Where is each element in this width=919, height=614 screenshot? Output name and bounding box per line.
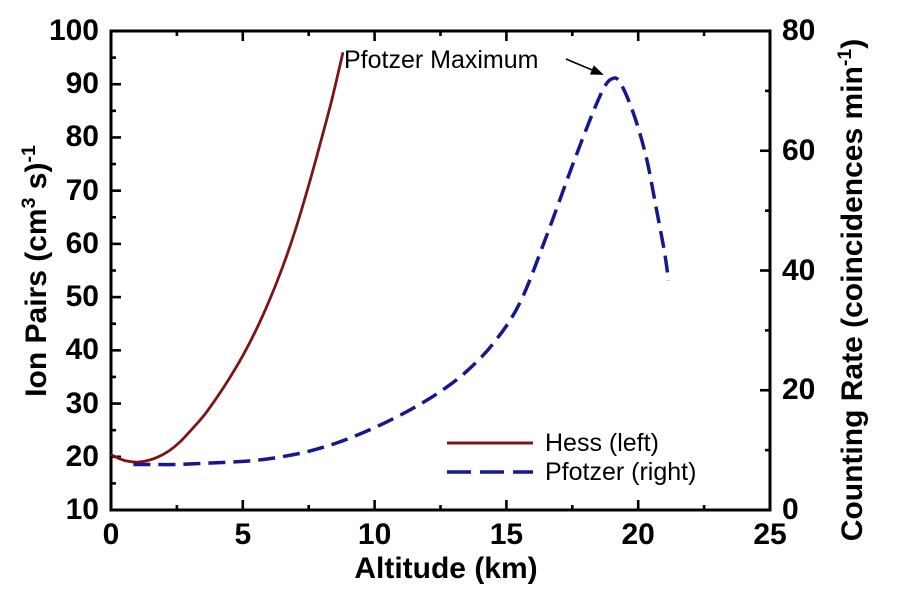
- label-text: Counting Rate (coincidences min: [835, 66, 869, 542]
- tick-label: 30: [65, 386, 99, 420]
- tick-label: 80: [782, 14, 816, 47]
- curves: [110, 51, 671, 467]
- tick-label: 25: [753, 518, 787, 551]
- tick-label: 40: [782, 253, 816, 287]
- hess-curve: [110, 51, 345, 464]
- x-axis-label: Altitude (km): [354, 552, 538, 585]
- tick-label: 10: [357, 518, 392, 551]
- superscript-text: -1: [834, 48, 857, 67]
- tick-label: 80: [65, 120, 99, 154]
- tick-label: 70: [65, 173, 99, 207]
- legend-item-pfotzer: Pfotzer (right): [545, 458, 697, 486]
- legend-swatches: [447, 441, 533, 474]
- tick-label: 5: [234, 518, 252, 551]
- superscript-text: 3: [18, 197, 41, 209]
- tick-label: 20: [782, 373, 816, 407]
- tick-label: 15: [489, 518, 524, 551]
- tick-label: 0: [782, 493, 799, 526]
- pfotzer-curve: [133, 76, 671, 467]
- axis-ticks: [109, 29, 772, 512]
- tick-label: 60: [782, 133, 816, 167]
- arrow-head-icon: [589, 65, 604, 75]
- tick-label: 40: [65, 333, 99, 367]
- tick-label: 100: [48, 14, 99, 47]
- legend-item-hess: Hess (left): [545, 429, 659, 457]
- superscript-text: -1: [18, 145, 41, 163]
- tick-label: 20: [65, 439, 99, 473]
- tick-label: 0: [102, 518, 120, 551]
- tick-label: 10: [65, 493, 99, 526]
- tick-label: 60: [65, 226, 99, 260]
- tick-label: 20: [621, 518, 655, 551]
- tick-label: 90: [65, 67, 99, 101]
- label-text: ): [835, 38, 869, 49]
- tick-label: 50: [65, 280, 99, 314]
- annotation-pfotzer-maximum: Pfotzer Maximum: [344, 46, 539, 74]
- y-right-axis-label: Counting Rate (coincidences min-1): [834, 39, 870, 541]
- label-text: Ion Pairs (cm: [19, 208, 53, 397]
- plot-frame: [109, 29, 772, 512]
- label-text: s): [19, 162, 53, 198]
- annotation-arrow-icon: [565, 58, 604, 75]
- y-left-axis-label: Ion Pairs (cm3 s)-1: [18, 145, 54, 397]
- arrow-shaft: [565, 58, 593, 71]
